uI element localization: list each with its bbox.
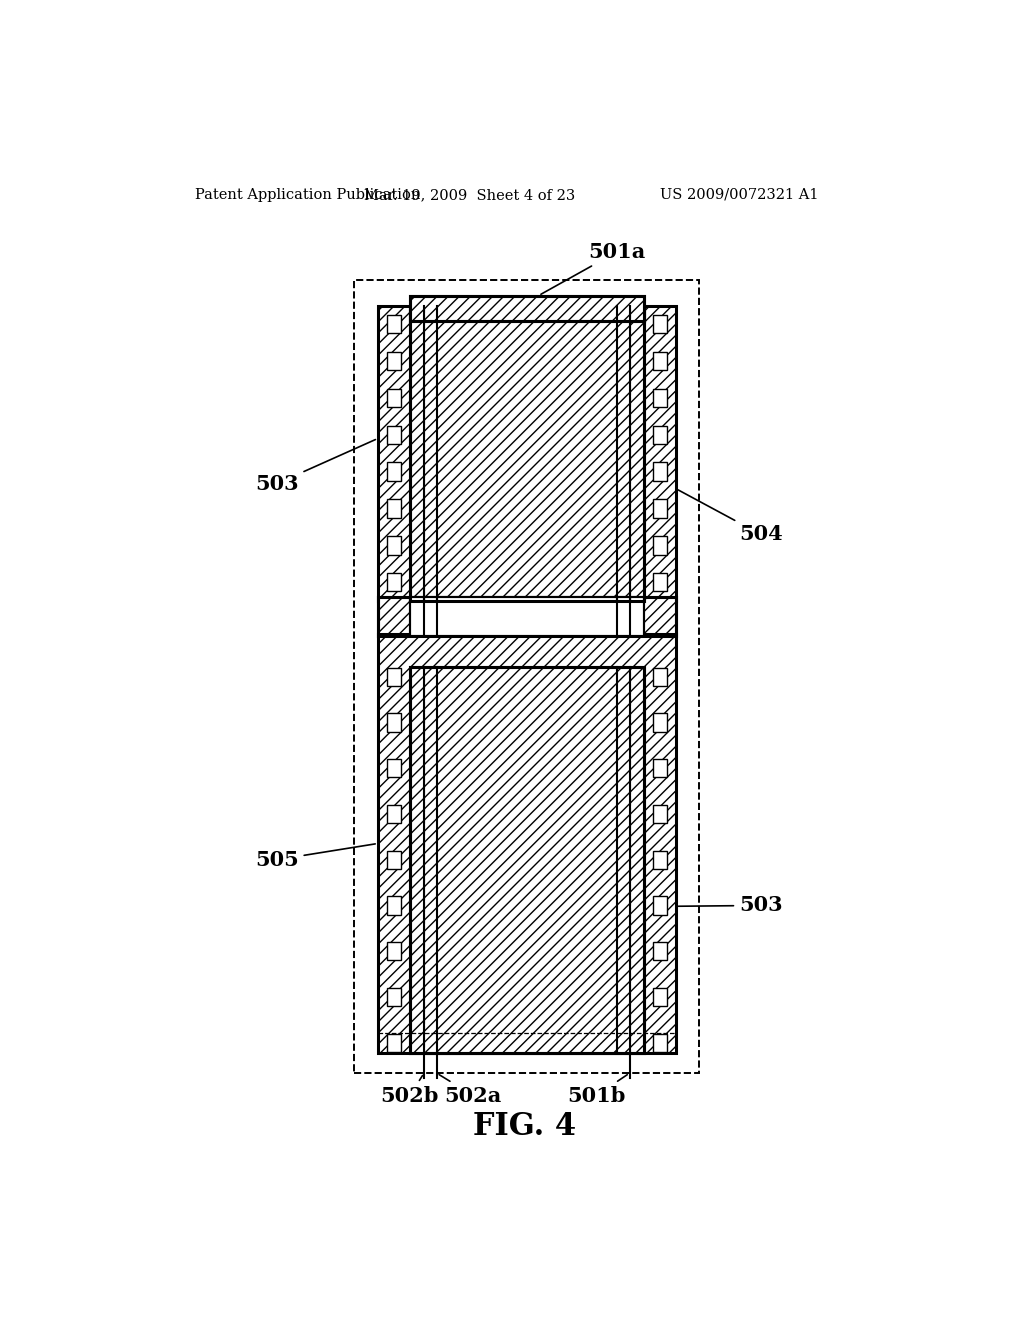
Bar xyxy=(378,598,676,636)
Text: 502b: 502b xyxy=(381,1076,439,1106)
Bar xyxy=(652,987,667,1006)
Text: US 2009/0072321 A1: US 2009/0072321 A1 xyxy=(659,187,818,202)
Bar xyxy=(378,306,676,601)
Bar xyxy=(652,942,667,961)
Bar xyxy=(354,280,699,1073)
Bar xyxy=(652,1034,667,1052)
Bar xyxy=(652,462,667,480)
Bar xyxy=(387,850,401,869)
Bar xyxy=(410,306,644,601)
Bar xyxy=(387,713,401,731)
Text: 503: 503 xyxy=(678,895,782,916)
Bar xyxy=(378,634,676,1053)
Text: 502a: 502a xyxy=(439,1074,502,1106)
Bar xyxy=(378,598,676,636)
Bar xyxy=(387,573,401,591)
Bar xyxy=(387,388,401,407)
Text: 503: 503 xyxy=(255,440,376,494)
Text: 501a: 501a xyxy=(541,242,645,294)
Bar xyxy=(652,352,667,370)
Bar xyxy=(652,425,667,444)
Bar xyxy=(410,667,644,1053)
Bar xyxy=(387,352,401,370)
Bar xyxy=(387,759,401,777)
Bar xyxy=(410,296,644,321)
Bar xyxy=(652,896,667,915)
Text: 504: 504 xyxy=(678,490,782,544)
Bar xyxy=(387,499,401,517)
Bar xyxy=(652,573,667,591)
Bar xyxy=(652,759,667,777)
Bar xyxy=(652,315,667,333)
Bar xyxy=(652,668,667,686)
Text: Mar. 19, 2009  Sheet 4 of 23: Mar. 19, 2009 Sheet 4 of 23 xyxy=(364,187,574,202)
Bar xyxy=(410,306,644,601)
Bar xyxy=(387,536,401,554)
Bar xyxy=(387,987,401,1006)
Bar xyxy=(652,713,667,731)
Bar xyxy=(410,296,644,321)
Bar xyxy=(387,805,401,824)
Text: Patent Application Publication: Patent Application Publication xyxy=(196,187,421,202)
Bar xyxy=(387,462,401,480)
Bar xyxy=(652,805,667,824)
Bar xyxy=(387,315,401,333)
Bar xyxy=(387,1034,401,1052)
Bar xyxy=(387,425,401,444)
Bar xyxy=(652,536,667,554)
Bar xyxy=(387,942,401,961)
Bar xyxy=(410,667,644,1053)
Bar xyxy=(410,598,644,636)
Bar xyxy=(652,499,667,517)
Bar xyxy=(652,850,667,869)
Bar xyxy=(387,896,401,915)
Text: FIG. 4: FIG. 4 xyxy=(473,1110,577,1142)
Text: 501b: 501b xyxy=(567,1074,628,1106)
Bar xyxy=(410,598,644,636)
Bar xyxy=(652,388,667,407)
Text: 505: 505 xyxy=(255,843,375,870)
Bar xyxy=(387,668,401,686)
